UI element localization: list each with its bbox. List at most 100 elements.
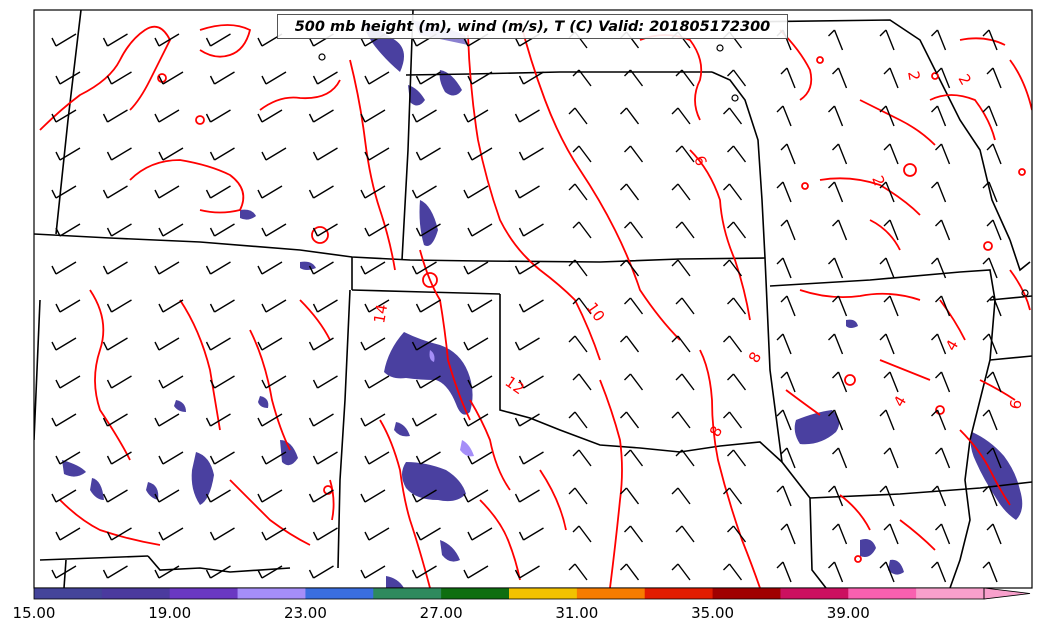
wind-barb [832,371,848,393]
wind-barb [514,337,540,351]
colorbar-segment [34,588,103,599]
wind-barb [257,413,283,427]
wind-barb [514,109,540,123]
wind-barb [364,527,390,541]
wind-barb [568,487,588,505]
wind-barb [620,335,640,353]
wind-barb [55,71,81,85]
wind-barb [572,449,592,467]
wind-barb [411,185,437,199]
wind-barb [411,109,437,123]
wind-barb [828,409,844,431]
wind-barb [879,409,895,431]
wind-barb [879,257,895,279]
wind-barb [832,143,848,165]
wind-barb [828,485,844,507]
wind-barb [727,449,747,467]
colorbar-segment [169,588,239,599]
colorbar-tick-label: 23.00 [283,604,327,622]
wind-barb [572,373,592,391]
wind-barb [463,185,489,199]
wind-barb [723,487,743,505]
wind-barb [518,147,544,161]
wind-barb [624,69,644,87]
wind-barb [209,147,235,161]
wind-barb [51,185,77,199]
wind-barb [261,527,287,541]
wind-barb [102,413,128,427]
wind-barb [879,561,895,583]
colorbar-segment [509,588,578,599]
contour-label: 2 [904,70,923,83]
wind-barb [55,223,81,237]
wind-barb [102,489,128,503]
wind-barb [158,299,184,313]
wind-barb [364,147,390,161]
wind-barb [568,411,588,429]
wind-barb [463,413,489,427]
wind-barb [364,223,390,237]
wind-barb [675,69,695,87]
wind-barb [879,333,895,355]
wind-barb [467,223,493,237]
wind-barb [209,71,235,85]
wind-barb [935,219,951,241]
wind-barb [723,259,743,277]
wind-barb [931,257,947,279]
wind-barb [671,563,691,581]
wind-barb [986,67,1002,89]
wind-barb [986,143,1002,165]
wind-barb [982,561,998,583]
wind-barb [568,259,588,277]
wind-barb [154,185,180,199]
contour-label: 6 [1006,398,1025,411]
wind-barb [518,71,544,85]
wind-barb [205,33,231,47]
colorbar [33,587,1031,600]
wind-barb [931,29,947,51]
wind-barb [209,375,235,389]
wind-barb [675,297,695,315]
wind-barb [828,29,844,51]
wind-barb [360,261,386,275]
wind-barb [312,299,338,313]
wind-barb [514,261,540,275]
wind-barb [364,299,390,313]
wind-barb [55,299,81,313]
wind-barb [986,371,1002,393]
wind-barb [828,181,844,203]
wind-barb [879,29,895,51]
wind-barb [463,489,489,503]
wind-barb [415,527,441,541]
colorbar-segment [576,588,646,599]
wind-barb [671,487,691,505]
wind-barb [675,221,695,239]
wind-barb [55,375,81,389]
wind-barb [986,219,1002,241]
wind-barb [154,109,180,123]
map-title: 500 mb height (m), wind (m/s), T (C) Val… [277,14,788,39]
wind-barb [158,527,184,541]
colorbar-tick-label: 31.00 [555,604,599,622]
wind-barb [935,371,951,393]
wind-barb [935,67,951,89]
map-markers [318,44,1029,297]
wind-barb [308,261,334,275]
wind-barb [572,525,592,543]
wind-barb [883,295,899,317]
wind-barb [106,223,132,237]
wind-barb [55,147,81,161]
colorbar-segment [373,588,442,599]
wind-barb [568,563,588,581]
colorbar-segment [644,588,714,599]
wind-barb [727,145,747,163]
wind-barb [415,451,441,465]
wind-barb [158,451,184,465]
wind-speed-fill [62,20,1023,588]
wind-barb [51,489,77,503]
wind-barb [931,561,947,583]
wind-barb [467,71,493,85]
wind-barb [205,261,231,275]
wind-barb [931,409,947,431]
wind-barb [415,71,441,85]
